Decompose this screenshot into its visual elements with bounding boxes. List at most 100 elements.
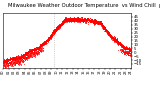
Point	[89, 20, 91, 21]
Point	[120, 49, 123, 51]
Point	[86, 19, 89, 21]
Point	[76, 19, 79, 20]
Point	[70, 20, 72, 21]
Point	[109, 35, 111, 36]
Point	[79, 21, 82, 22]
Point	[9, 58, 12, 59]
Point	[44, 40, 47, 42]
Point	[121, 45, 123, 47]
Point	[106, 32, 108, 33]
Point	[115, 38, 117, 40]
Point	[23, 57, 25, 58]
Point	[43, 42, 46, 43]
Point	[118, 43, 120, 45]
Point	[60, 22, 63, 23]
Point	[114, 38, 116, 39]
Point	[82, 21, 84, 22]
Point	[17, 62, 20, 63]
Point	[6, 60, 8, 61]
Point	[9, 61, 12, 62]
Point	[61, 22, 64, 24]
Point	[18, 57, 20, 58]
Point	[99, 22, 102, 23]
Point	[12, 62, 15, 63]
Point	[13, 60, 16, 61]
Point	[114, 40, 116, 41]
Point	[3, 67, 6, 68]
Point	[23, 54, 25, 55]
Point	[87, 18, 90, 19]
Point	[28, 51, 31, 52]
Point	[79, 20, 81, 21]
Point	[110, 36, 113, 37]
Point	[123, 52, 126, 54]
Point	[103, 26, 106, 27]
Point	[18, 62, 21, 63]
Point	[5, 64, 8, 65]
Point	[76, 19, 79, 21]
Point	[35, 52, 38, 54]
Point	[58, 24, 60, 25]
Point	[49, 36, 52, 37]
Point	[111, 37, 114, 38]
Point	[55, 29, 57, 30]
Point	[43, 42, 46, 43]
Point	[32, 49, 34, 51]
Point	[110, 35, 113, 36]
Point	[107, 33, 110, 34]
Point	[55, 26, 58, 27]
Point	[64, 19, 66, 20]
Point	[46, 39, 49, 41]
Point	[48, 39, 50, 40]
Point	[17, 63, 19, 65]
Point	[107, 31, 109, 32]
Point	[10, 58, 12, 60]
Point	[124, 47, 127, 48]
Point	[71, 20, 73, 22]
Point	[68, 20, 71, 22]
Point	[16, 62, 19, 63]
Point	[62, 20, 64, 22]
Point	[64, 20, 66, 21]
Point	[72, 20, 74, 21]
Point	[112, 39, 114, 40]
Point	[42, 44, 44, 46]
Point	[12, 62, 14, 64]
Point	[112, 37, 114, 39]
Point	[9, 58, 11, 59]
Point	[48, 38, 50, 40]
Point	[106, 33, 109, 34]
Point	[127, 52, 130, 53]
Point	[25, 58, 28, 59]
Point	[4, 59, 7, 61]
Point	[34, 52, 37, 54]
Point	[56, 29, 58, 30]
Point	[30, 50, 32, 52]
Point	[124, 52, 126, 53]
Point	[26, 56, 29, 58]
Point	[45, 41, 47, 42]
Point	[36, 47, 38, 49]
Point	[83, 18, 86, 20]
Point	[120, 46, 123, 48]
Point	[2, 59, 5, 60]
Point	[94, 20, 97, 21]
Point	[45, 40, 48, 41]
Point	[125, 48, 127, 49]
Point	[9, 61, 12, 63]
Point	[10, 58, 12, 60]
Point	[64, 19, 67, 20]
Point	[115, 40, 117, 41]
Point	[55, 30, 57, 32]
Point	[105, 30, 107, 31]
Point	[121, 48, 123, 50]
Point	[55, 28, 57, 29]
Point	[104, 29, 107, 30]
Point	[19, 59, 21, 61]
Point	[69, 19, 71, 20]
Point	[72, 19, 74, 21]
Point	[127, 54, 129, 55]
Point	[69, 19, 72, 21]
Point	[43, 43, 46, 45]
Point	[122, 50, 124, 51]
